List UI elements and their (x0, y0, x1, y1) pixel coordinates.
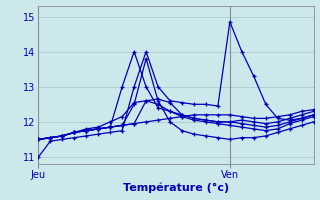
X-axis label: Température (°c): Température (°c) (123, 182, 229, 193)
